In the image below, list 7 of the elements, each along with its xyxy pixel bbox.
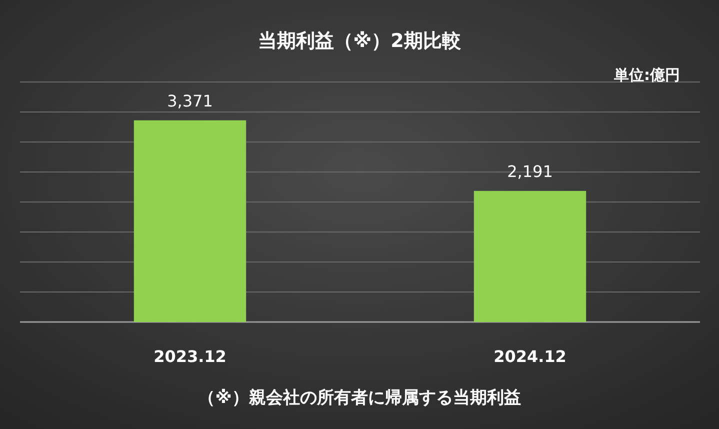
x-tick-label: 2023.12 <box>154 347 226 366</box>
text: 単位:億円 <box>613 66 680 84</box>
chart-title: 当期利益（※）2期比較 <box>258 30 462 52</box>
x-tick-label: 2024.12 <box>494 347 566 366</box>
data-label: 2,191 <box>507 162 553 181</box>
data-label: 3,371 <box>167 91 213 110</box>
text: （※）親会社の所有者に帰属する当期利益 <box>198 388 521 408</box>
